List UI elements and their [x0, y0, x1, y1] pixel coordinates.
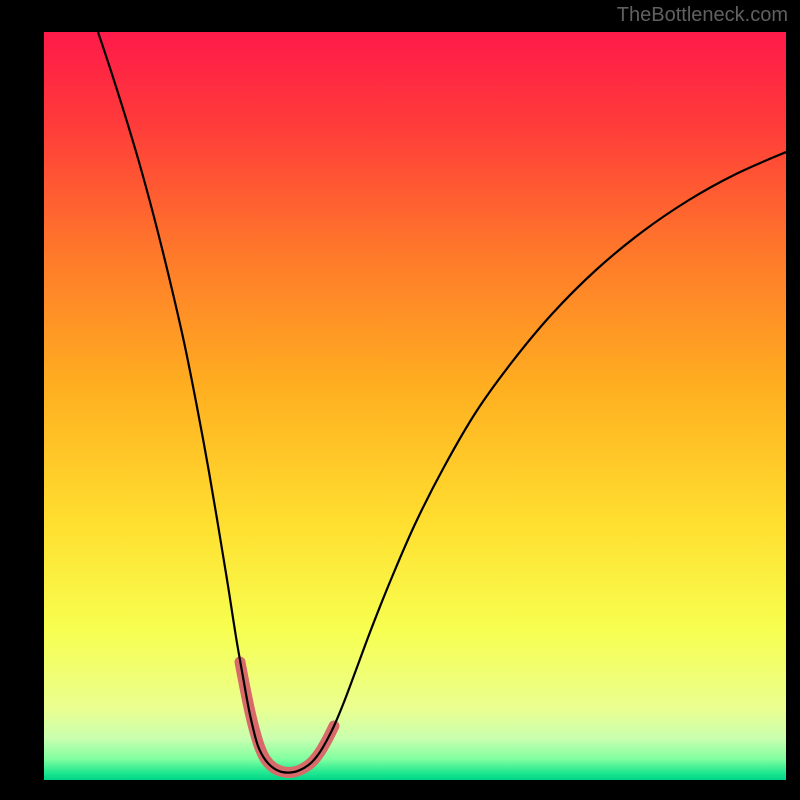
bottleneck-marker-strip — [240, 662, 334, 773]
chart-plot-area — [44, 32, 786, 780]
chart-curve-layer — [44, 32, 786, 780]
watermark-text: TheBottleneck.com — [617, 4, 788, 27]
bottleneck-curve — [98, 32, 786, 773]
